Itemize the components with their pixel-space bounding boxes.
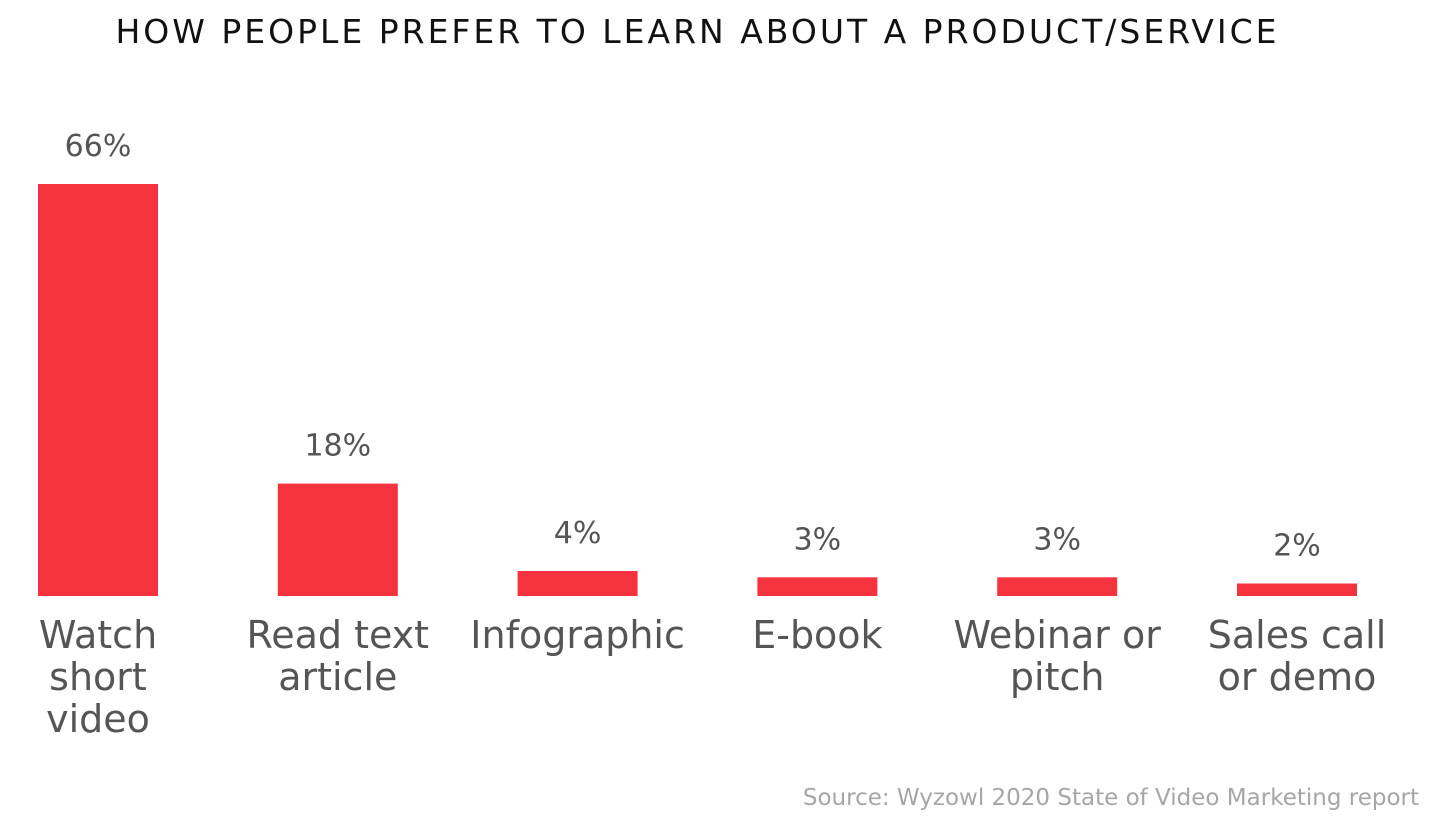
category-labels-layer: Watch short video Read text article Infograph… (39, 613, 1386, 741)
category-label-1: Read text article (247, 613, 430, 699)
category-label-2-line-0: Infographic (470, 613, 685, 657)
category-label-5: Sales call or demo (1208, 613, 1387, 699)
value-label-1: 18% (304, 429, 371, 464)
bars-layer (38, 184, 1357, 596)
value-label-2: 4% (554, 516, 602, 551)
category-label-5-line-0: Sales call (1208, 613, 1387, 657)
value-label-0: 66% (65, 129, 132, 164)
value-label-4: 3% (1033, 522, 1081, 557)
bar-5 (1237, 583, 1357, 596)
source-note: Source: Wyzowl 2020 State of Video Marke… (802, 785, 1419, 811)
category-label-1-line-1: article (278, 655, 397, 699)
bar-4 (997, 577, 1118, 596)
category-label-1-line-0: Read text (247, 613, 430, 657)
bar-0 (38, 184, 158, 596)
value-label-3: 3% (794, 522, 842, 557)
category-label-3: E-book (752, 613, 882, 657)
value-labels-layer: 66% 18% 4% 3% 3% 2% (65, 129, 1321, 564)
category-label-2: Infographic (470, 613, 685, 657)
category-label-4-line-1: pitch (1010, 655, 1105, 699)
category-label-0: Watch short video (39, 613, 157, 741)
category-label-4: Webinar or pitch (954, 613, 1162, 699)
category-label-0-line-2: video (46, 697, 150, 741)
category-label-3-line-0: E-book (752, 613, 882, 657)
bar-2 (517, 571, 638, 596)
bar-1 (277, 483, 398, 596)
category-label-4-line-0: Webinar or (954, 613, 1162, 657)
category-label-0-line-1: short (49, 655, 147, 699)
bar-3 (757, 577, 878, 596)
value-label-5: 2% (1273, 529, 1321, 564)
category-label-0-line-0: Watch (39, 613, 157, 657)
category-label-5-line-1: or demo (1218, 655, 1377, 699)
chart-title: HOW PEOPLE PREFER TO LEARN ABOUT A PRODU… (115, 12, 1280, 51)
